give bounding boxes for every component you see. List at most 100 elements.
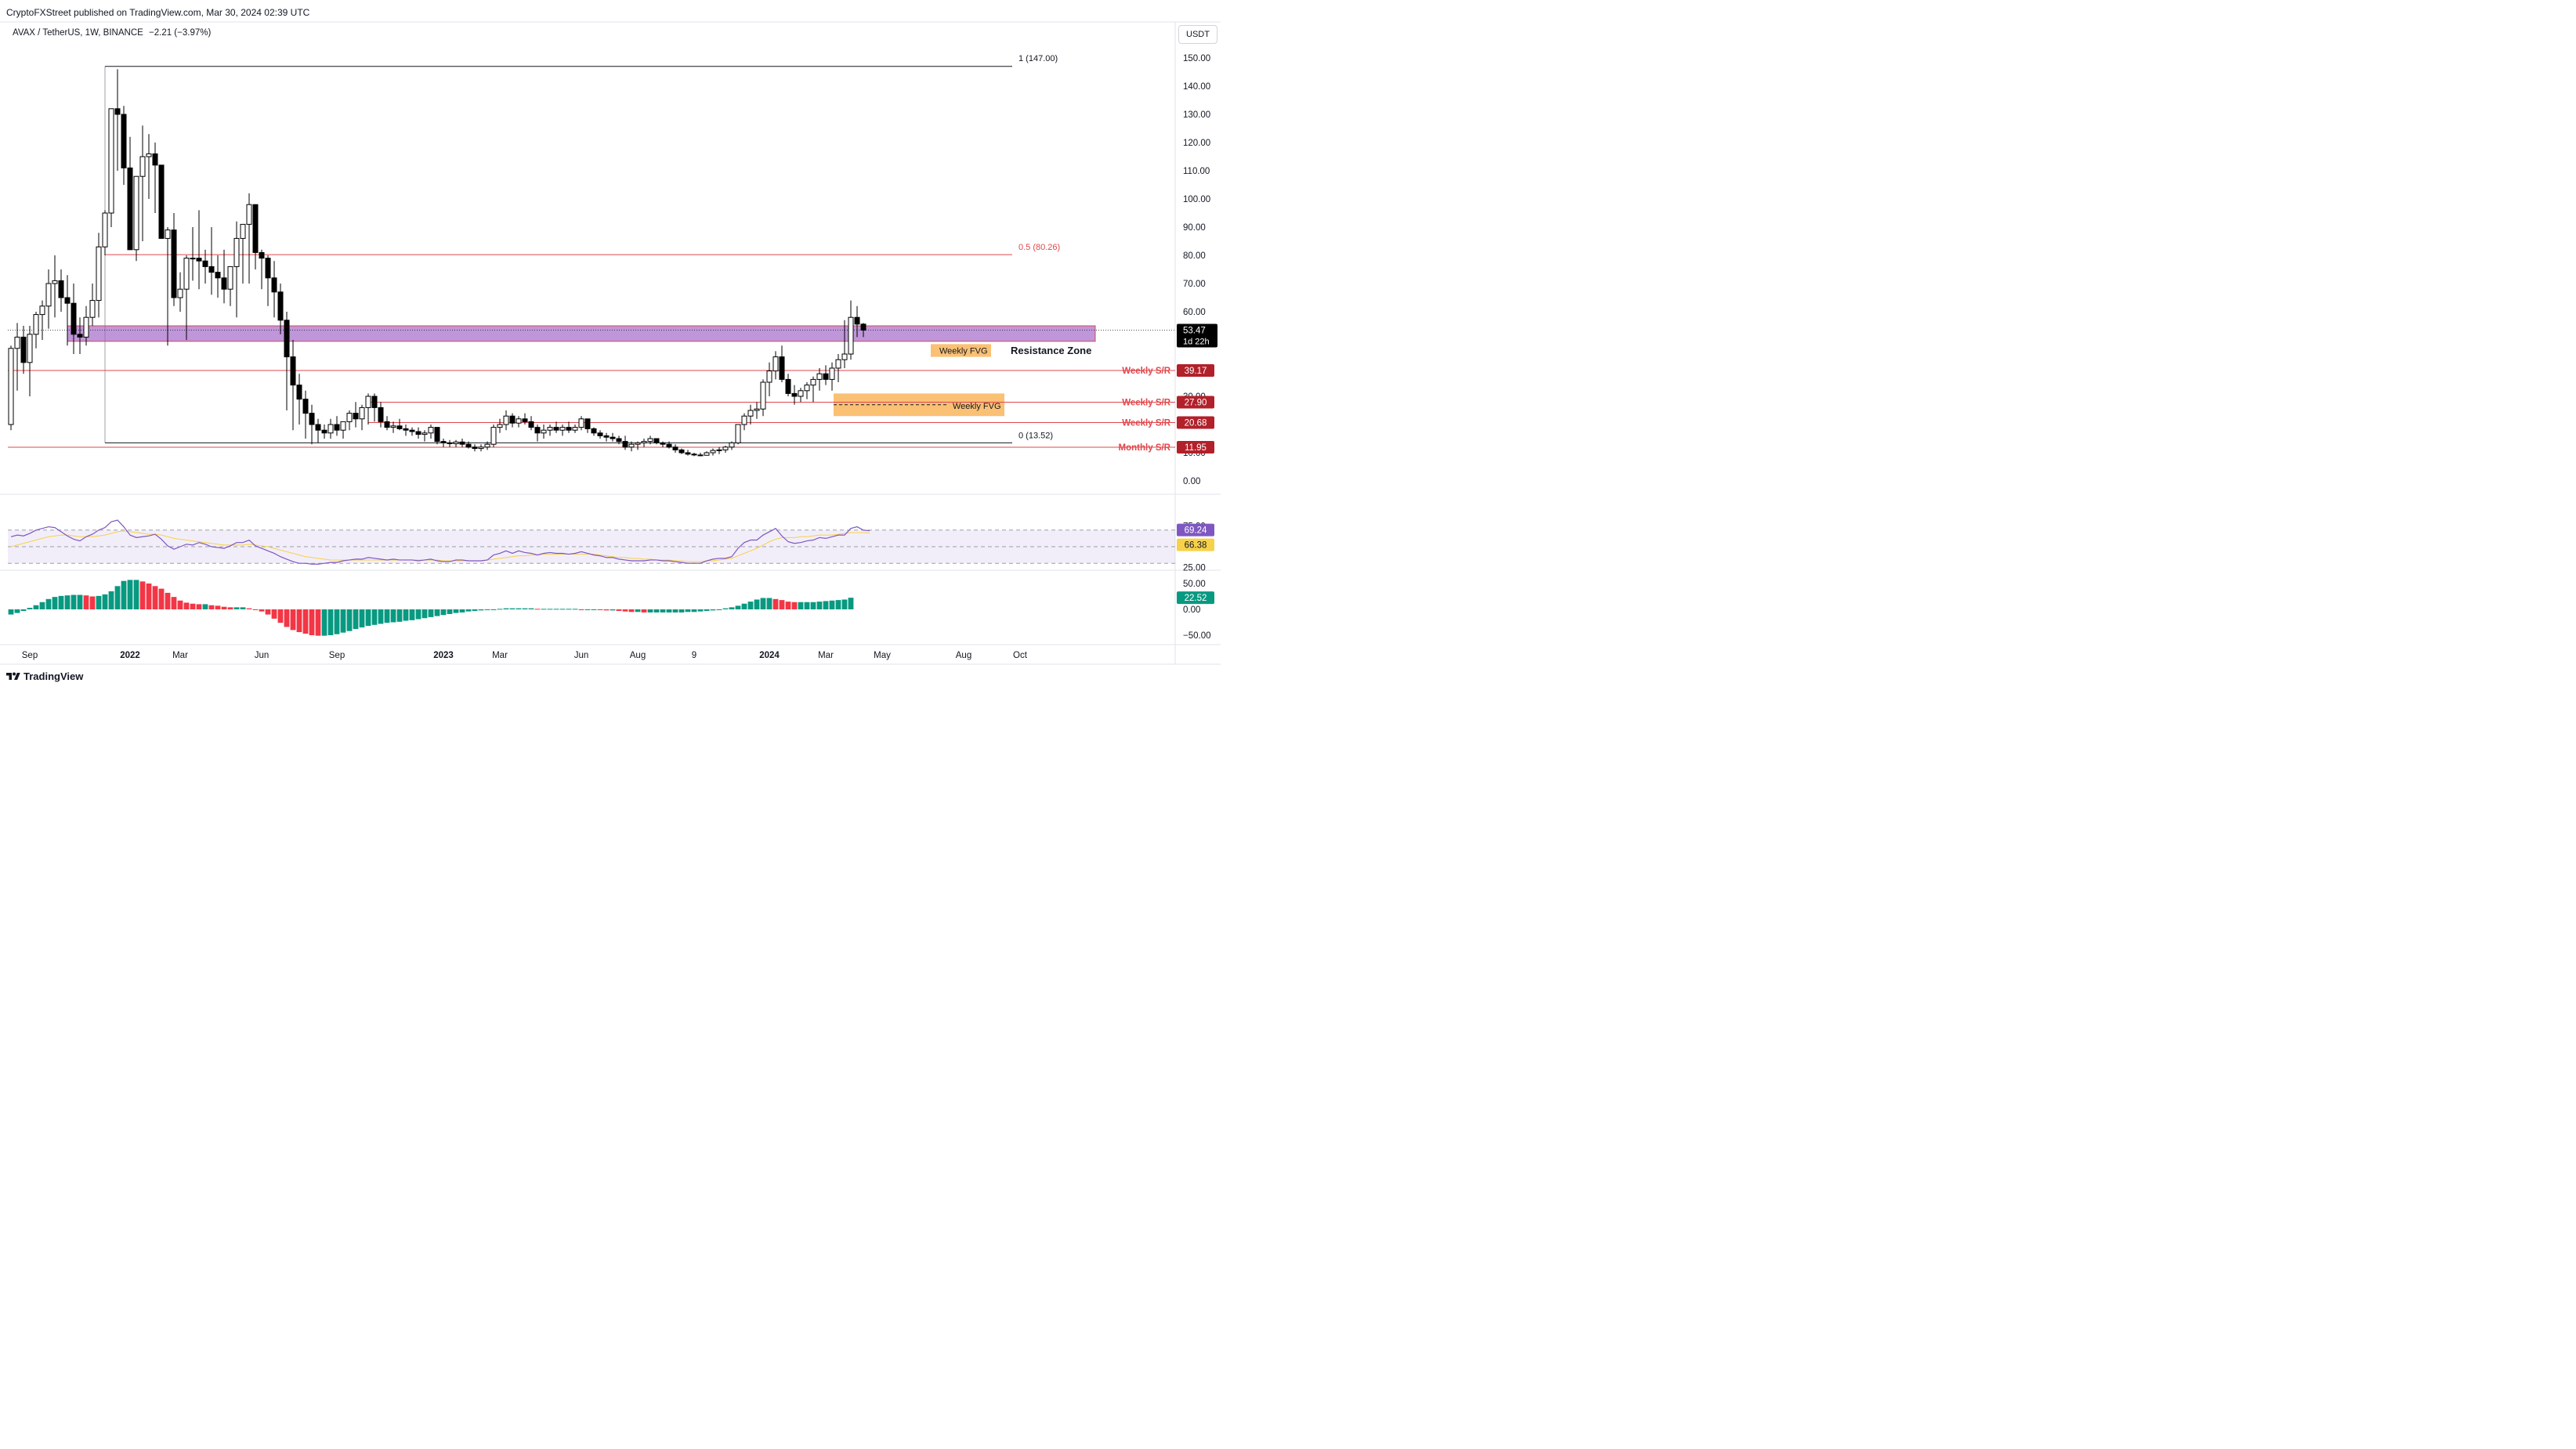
histogram-bar: [459, 609, 465, 612]
chart-canvas[interactable]: 1 (147.00) 0.5 (80.26) 0 (13.52) Resistance…: [0, 0, 1228, 691]
candle: [378, 402, 384, 428]
candle: [522, 413, 528, 425]
time-axis-tick: Oct: [1013, 651, 1028, 660]
candle: [346, 410, 353, 431]
candle-body: [271, 277, 277, 293]
histogram-bar: [484, 609, 490, 610]
candle: [841, 320, 848, 368]
histogram-bar: [791, 602, 798, 609]
candle-body: [578, 418, 584, 428]
hist-axis-tick: 50.00: [1183, 580, 1206, 589]
candle-body: [516, 418, 522, 424]
header-bar: CryptoFXStreet published on TradingView.…: [0, 0, 1228, 23]
candle-body: [691, 453, 697, 456]
candle: [528, 416, 534, 431]
candle: [133, 175, 139, 262]
candle: [428, 425, 434, 439]
histogram-bar: [829, 600, 835, 609]
hist-value-tag: 22.52: [1185, 594, 1207, 603]
candle: [578, 416, 584, 431]
symbol-legend[interactable]: AVAX / TetherUS, 1W, BINANCE −2.21 (−3.9…: [13, 28, 214, 38]
histogram-bar: [434, 609, 440, 616]
histogram-pane: [8, 580, 854, 636]
histogram-bar: [760, 598, 766, 609]
candle: [553, 421, 559, 433]
candle: [114, 69, 121, 171]
candle: [829, 362, 835, 391]
candle: [334, 416, 340, 436]
candle-body: [39, 305, 45, 316]
candle-body: [591, 428, 597, 434]
candle: [127, 136, 133, 251]
price-axis-tick: 0.00: [1183, 477, 1200, 486]
candle: [484, 441, 490, 450]
candle: [672, 444, 678, 453]
candle: [96, 233, 102, 318]
histogram-bar: [45, 598, 52, 609]
candle: [45, 269, 52, 329]
candle-body: [497, 424, 503, 428]
candle-body: [114, 108, 121, 115]
main-annotations: 1 (147.00) 0.5 (80.26) 0 (13.52) Resistance…: [8, 54, 1175, 453]
candle: [559, 425, 566, 436]
candle: [233, 221, 240, 318]
candle-body: [428, 427, 434, 434]
currency-unit-button[interactable]: USDT: [1178, 25, 1217, 44]
histogram-bar: [171, 597, 177, 609]
footer-brand[interactable]: TradingView: [6, 670, 83, 682]
candle-body: [459, 441, 465, 445]
histogram-bar: [321, 609, 327, 636]
histogram-bar: [785, 602, 791, 609]
candle-body: [353, 413, 359, 420]
candle: [359, 404, 365, 431]
candle-body: [572, 427, 578, 431]
fvg-upper-label: Weekly FVG: [939, 347, 988, 356]
candle-body: [202, 260, 208, 267]
time-axis-tick: Mar: [492, 651, 508, 660]
candle-body: [83, 316, 89, 338]
candle: [854, 305, 860, 338]
candle: [71, 284, 77, 354]
histogram-bar: [127, 580, 133, 609]
histogram-bar: [804, 602, 810, 609]
histogram-bar: [766, 598, 772, 609]
histogram-bar: [465, 609, 472, 612]
candle: [641, 439, 647, 447]
candle: [610, 432, 616, 442]
candle-body: [635, 442, 641, 445]
time-axis-tick: Aug: [956, 651, 971, 660]
rsi-ma-value-tag: 66.38: [1185, 541, 1207, 551]
candle: [102, 210, 108, 255]
histogram-bar: [628, 609, 635, 612]
candle: [33, 312, 39, 349]
candle: [459, 439, 465, 447]
candle-body: [302, 399, 309, 414]
rsi-line: [10, 519, 870, 565]
candle-body: [829, 367, 835, 380]
candle: [547, 425, 553, 436]
candle: [196, 210, 202, 290]
candle-body: [384, 421, 390, 428]
histogram-bar: [591, 609, 597, 610]
fib-level-0-label: 0 (13.52): [1018, 431, 1053, 440]
candle: [327, 418, 334, 439]
candle-body: [133, 175, 139, 251]
candle-body: [547, 427, 553, 431]
candle-body: [785, 378, 791, 394]
candle: [77, 317, 83, 354]
candle-body: [779, 356, 785, 380]
candle-body: [647, 438, 653, 443]
candle: [779, 345, 785, 382]
rsi-pane: [8, 519, 1175, 565]
candle-body: [503, 415, 509, 425]
candle: [8, 345, 14, 431]
histogram-bar: [772, 598, 779, 609]
candle-body: [810, 378, 816, 386]
candle: [497, 418, 503, 433]
candle-body: [102, 212, 108, 248]
candle-body: [434, 427, 440, 443]
candle-body: [735, 424, 741, 443]
histogram-bar: [208, 605, 215, 609]
candle: [447, 439, 453, 447]
symbol-name[interactable]: AVAX / TetherUS, 1W, BINANCE: [13, 28, 143, 38]
